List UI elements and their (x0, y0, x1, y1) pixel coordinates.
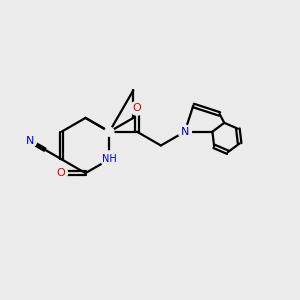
Circle shape (178, 125, 191, 138)
Text: O: O (133, 103, 141, 113)
Circle shape (101, 151, 118, 168)
Circle shape (130, 101, 144, 115)
Circle shape (105, 127, 114, 136)
Text: N: N (26, 136, 35, 146)
Text: NH: NH (102, 154, 117, 164)
Text: N: N (181, 127, 189, 137)
Circle shape (25, 135, 37, 147)
Circle shape (54, 166, 68, 180)
Text: O: O (56, 168, 65, 178)
